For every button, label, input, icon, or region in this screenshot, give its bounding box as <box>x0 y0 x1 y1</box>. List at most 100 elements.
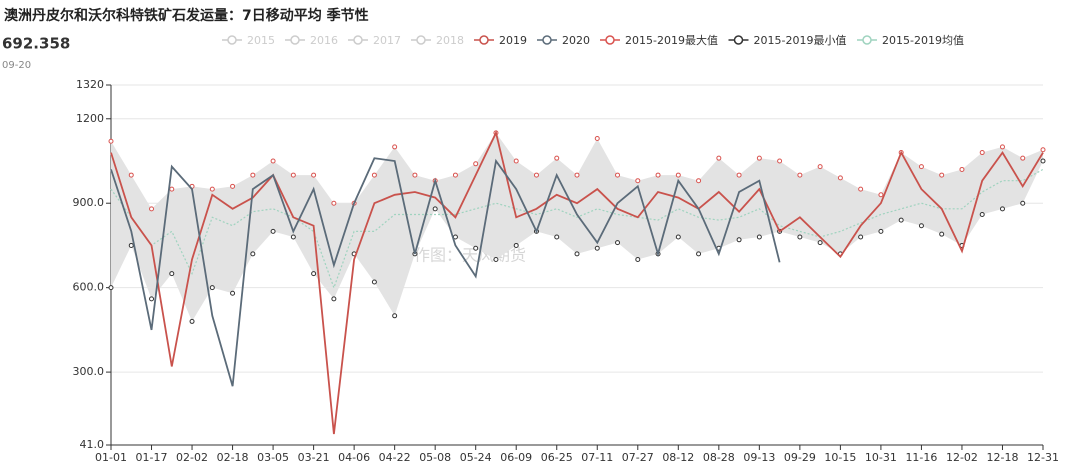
point-marker <box>331 200 337 206</box>
point-marker <box>108 138 114 144</box>
x-tick-label: 01-17 <box>136 451 168 464</box>
legend-label: 2015-2019均值 <box>882 34 964 47</box>
legend-icon <box>542 35 552 45</box>
point-marker <box>817 164 823 170</box>
point-marker <box>736 172 742 178</box>
latest-value: 692.358 <box>2 35 70 53</box>
point-marker <box>939 231 945 237</box>
point-marker <box>169 186 175 192</box>
range-band <box>111 132 1043 322</box>
point-marker <box>230 183 236 189</box>
point-marker <box>696 178 702 184</box>
point-marker <box>878 228 884 234</box>
series-line <box>110 168 1044 290</box>
point-marker <box>999 206 1005 212</box>
series-line <box>110 157 781 387</box>
point-marker <box>290 172 296 178</box>
legend-icon <box>290 35 300 45</box>
x-tick-label: 12-31 <box>1027 451 1059 464</box>
point-marker <box>169 271 175 277</box>
legend-item[interactable]: 2019 <box>474 34 527 47</box>
legend-label: 2015 <box>247 34 275 47</box>
point-marker <box>878 192 884 198</box>
legend-icon <box>862 35 872 45</box>
point-marker <box>189 318 195 324</box>
point-marker <box>756 155 762 161</box>
point-marker <box>615 240 621 246</box>
legend-item[interactable]: 2015 <box>222 34 275 47</box>
legend-label: 2020 <box>562 34 590 47</box>
legend-icon <box>733 35 744 45</box>
x-tick-label: 09-13 <box>743 451 775 464</box>
point-marker <box>392 313 398 319</box>
x-tick-label: 08-28 <box>703 451 735 464</box>
point-marker <box>918 223 924 229</box>
legend-item[interactable]: 2016 <box>285 34 338 47</box>
point-marker <box>918 164 924 170</box>
point-marker <box>209 186 215 192</box>
point-marker <box>736 237 742 243</box>
point-marker <box>1040 158 1046 164</box>
point-marker <box>837 175 843 181</box>
point-marker <box>331 296 337 302</box>
point-marker <box>858 186 864 192</box>
legend-icon <box>479 35 489 45</box>
x-tick-label: 07-11 <box>581 451 613 464</box>
point-marker <box>574 251 580 257</box>
legend-item[interactable]: 2018 <box>411 34 464 47</box>
legend-item[interactable]: 2015-2019最小值 <box>728 34 847 47</box>
point-marker <box>128 242 134 248</box>
point-marker <box>939 172 945 178</box>
point-marker <box>594 135 600 141</box>
legend-label: 2015-2019最小值 <box>754 34 847 47</box>
point-marker <box>270 158 276 164</box>
legend-icon <box>227 35 237 45</box>
x-tick-label: 06-09 <box>500 451 532 464</box>
x-tick-label: 10-15 <box>824 451 856 464</box>
point-marker <box>230 290 236 296</box>
point-marker <box>655 172 661 178</box>
point-marker <box>858 234 864 240</box>
legend-icon <box>605 35 615 45</box>
legend-item[interactable]: 2015-2019均值 <box>857 34 964 47</box>
y-tick-label: 41.0 <box>80 438 105 451</box>
point-marker <box>533 172 539 178</box>
point-marker <box>979 211 985 217</box>
point-marker <box>149 206 155 212</box>
latest-date: 09-20 <box>2 60 31 71</box>
point-marker <box>554 234 560 240</box>
point-marker <box>513 242 519 248</box>
point-marker <box>432 206 438 212</box>
x-tick-label: 08-12 <box>662 451 694 464</box>
point-marker <box>473 245 479 251</box>
x-tick-label: 12-18 <box>986 451 1018 464</box>
x-tick-label: 04-22 <box>379 451 411 464</box>
point-marker <box>817 240 823 246</box>
legend-label: 2018 <box>436 34 464 47</box>
point-marker <box>209 285 215 291</box>
point-marker <box>149 296 155 302</box>
legend-label: 2015-2019最大值 <box>625 33 718 47</box>
x-tick-label: 04-06 <box>338 451 370 464</box>
point-marker <box>898 217 904 223</box>
series-line <box>110 130 1044 435</box>
x-tick-label: 10-31 <box>865 451 897 464</box>
y-tick-label: 1320 <box>76 78 104 91</box>
point-marker <box>371 279 377 285</box>
legend-item[interactable]: 2015-2019最大值 <box>600 33 718 47</box>
legend-item[interactable]: 2020 <box>537 34 590 47</box>
x-tick-label: 05-08 <box>419 451 451 464</box>
x-tick-label: 12-02 <box>946 451 978 464</box>
point-marker <box>777 158 783 164</box>
point-marker <box>270 228 276 234</box>
point-marker <box>311 172 317 178</box>
point-marker <box>493 257 499 263</box>
legend-item[interactable]: 2017 <box>348 34 401 47</box>
legend-icon <box>416 35 426 45</box>
point-marker <box>250 251 256 257</box>
point-marker <box>635 257 641 263</box>
point-marker <box>250 172 256 178</box>
point-marker <box>574 172 580 178</box>
legend-icon <box>353 35 363 45</box>
